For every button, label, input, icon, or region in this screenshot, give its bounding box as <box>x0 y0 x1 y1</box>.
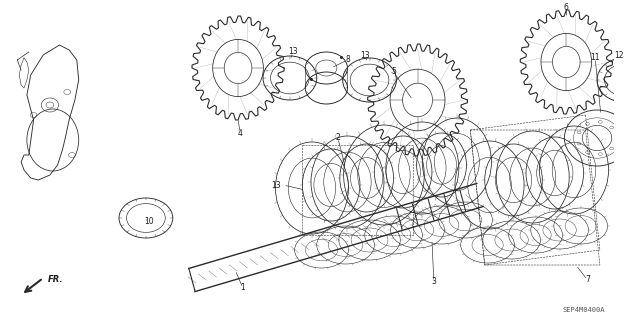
Text: 11: 11 <box>590 54 600 63</box>
Text: 12: 12 <box>614 51 624 61</box>
Text: 2: 2 <box>335 133 340 143</box>
Text: SEP4M0400A: SEP4M0400A <box>562 307 605 313</box>
Text: 10: 10 <box>144 218 154 226</box>
Text: 13: 13 <box>288 48 298 56</box>
Text: 3: 3 <box>431 278 436 286</box>
Text: 8: 8 <box>345 56 350 64</box>
Text: 4: 4 <box>237 129 243 137</box>
Text: FR.: FR. <box>48 276 63 285</box>
Text: 1: 1 <box>241 284 245 293</box>
Text: 13: 13 <box>360 50 369 60</box>
Text: 6: 6 <box>564 4 569 12</box>
Text: 13: 13 <box>271 181 281 189</box>
Text: 7: 7 <box>585 276 590 285</box>
Text: 5: 5 <box>391 68 396 77</box>
